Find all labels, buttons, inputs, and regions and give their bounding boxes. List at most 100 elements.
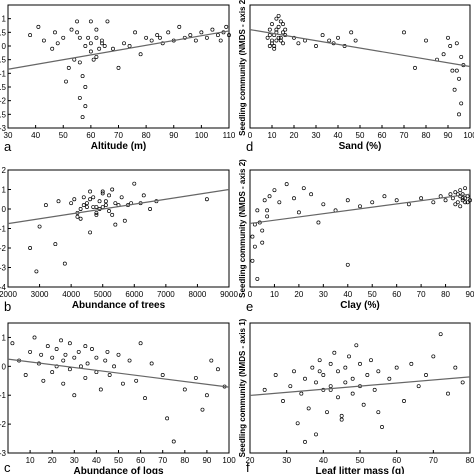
data-point <box>144 35 149 40</box>
data-point <box>83 44 88 48</box>
data-point <box>94 205 99 209</box>
data-point <box>448 192 453 197</box>
data-point <box>250 258 255 263</box>
x-tick-label: 70 <box>417 290 426 299</box>
data-point <box>267 44 272 48</box>
data-point <box>463 196 468 201</box>
data-point <box>314 44 318 48</box>
x-tick-label: 40 <box>31 131 40 140</box>
data-point <box>460 196 465 201</box>
data-point <box>376 410 381 415</box>
data-point <box>296 210 301 215</box>
data-point <box>321 202 326 207</box>
data-point <box>339 417 344 422</box>
data-point <box>200 407 205 412</box>
data-point <box>122 218 127 223</box>
data-point <box>270 38 274 43</box>
data-point <box>453 365 458 370</box>
data-point <box>314 432 318 437</box>
x-tick-label: 60 <box>136 456 145 465</box>
trend-line <box>249 193 471 225</box>
y-tick-label: 0 <box>2 205 7 214</box>
x-tick-label: 20 <box>48 456 57 465</box>
data-point <box>210 27 215 32</box>
data-point <box>281 399 285 403</box>
data-point <box>267 194 272 199</box>
x-axis-label: Altitude (m) <box>91 141 147 152</box>
data-point <box>88 197 93 202</box>
data-point <box>336 395 340 400</box>
data-point <box>107 193 111 198</box>
data-point <box>72 393 77 398</box>
data-point <box>224 24 229 29</box>
data-point <box>141 193 146 198</box>
data-point <box>88 49 93 54</box>
data-point <box>457 76 461 81</box>
data-point <box>255 208 260 213</box>
x-tick-label: 90 <box>169 131 178 140</box>
y-tick-label: -3 <box>0 449 7 458</box>
data-point <box>316 220 321 225</box>
data-point <box>133 30 138 35</box>
x-axis-label: Leaf litter mass (g) <box>316 466 405 474</box>
panel-letter: b <box>4 299 11 314</box>
x-tick-label: 60 <box>392 290 401 299</box>
data-point <box>90 347 94 351</box>
data-point <box>281 30 285 35</box>
data-point <box>267 33 272 38</box>
data-point <box>265 208 270 213</box>
data-point <box>61 381 66 386</box>
data-point <box>260 228 265 233</box>
data-point <box>67 341 72 346</box>
data-point <box>459 54 464 59</box>
data-point <box>177 24 182 29</box>
data-point <box>23 373 28 377</box>
data-point <box>457 112 461 117</box>
data-point <box>98 387 103 392</box>
data-point <box>83 375 88 380</box>
data-point <box>113 201 118 206</box>
panel-b: 2000 3000 4000 5000 6000 7000 8000 9000 2 1 0 -1 -2 -… <box>0 166 238 314</box>
data-point <box>209 358 214 363</box>
trend-line <box>7 358 230 388</box>
data-point <box>370 200 375 205</box>
data-point <box>182 387 187 392</box>
data-point <box>53 30 57 35</box>
data-point <box>409 361 414 366</box>
data-point <box>274 38 279 43</box>
data-point <box>321 373 326 377</box>
y-tick-label: 0 <box>2 362 7 371</box>
data-point <box>284 182 289 187</box>
data-point <box>372 387 377 392</box>
y-tick-label: -4 <box>0 283 7 292</box>
x-tick-label: 70 <box>429 456 438 465</box>
y-tick-label: 1 <box>2 186 7 195</box>
data-point <box>361 402 366 407</box>
panel-letter: d <box>246 139 253 154</box>
data-point <box>127 44 132 48</box>
x-tick-label: 7000 <box>157 290 175 299</box>
data-point <box>103 199 108 204</box>
x-tick-label: 9000 <box>220 290 238 299</box>
data-point <box>81 203 86 208</box>
y-tick-label: 0 <box>2 42 7 51</box>
plot-frame <box>249 4 471 129</box>
data-point <box>431 354 436 359</box>
trend-line <box>7 188 230 225</box>
x-tick-label: 10 <box>268 131 277 140</box>
data-point <box>459 101 464 106</box>
data-point <box>281 22 285 27</box>
y-tick-label: -1.5 <box>0 83 7 92</box>
data-point <box>103 358 108 363</box>
data-point <box>463 200 468 205</box>
data-point <box>77 60 82 65</box>
data-point <box>32 335 37 340</box>
data-point <box>454 41 459 46</box>
x-axis-label: Sand (%) <box>339 141 382 152</box>
data-point <box>148 207 153 211</box>
data-point <box>460 198 465 203</box>
trend-line <box>249 29 471 68</box>
plot-frame <box>249 169 471 288</box>
data-point <box>354 343 359 348</box>
